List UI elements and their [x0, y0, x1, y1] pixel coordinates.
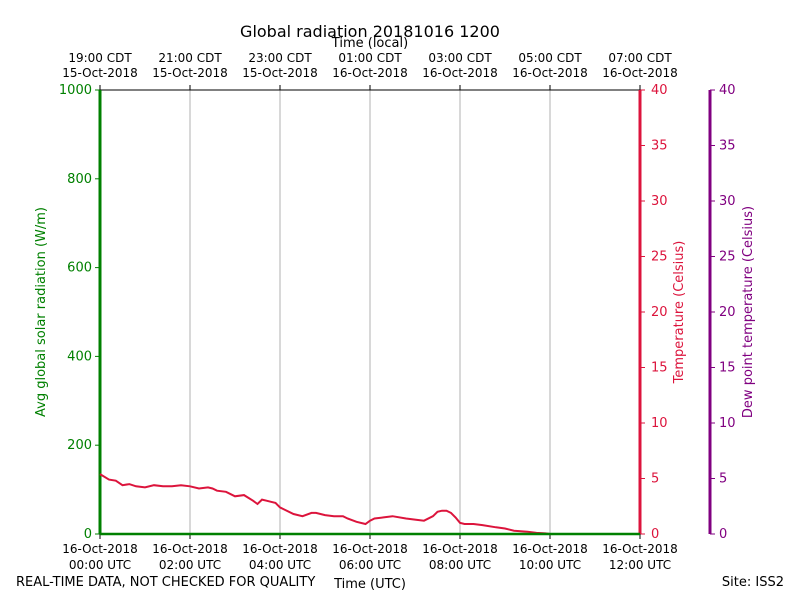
right-y-axis: 0 5 10 15 20 25 30 35 40 [638, 83, 668, 542]
far-right-tick-label: 20 [719, 305, 736, 320]
right-tick-label: 25 [651, 250, 668, 265]
far-right-tick-label: 15 [719, 361, 736, 376]
left-tick-label: 1000 [59, 83, 92, 98]
x-tick-label-date: 16-Oct-2018 [332, 542, 408, 556]
top-tick-label-date: 15-Oct-2018 [152, 66, 228, 80]
x-tick-label-time: 10:00 UTC [519, 558, 581, 572]
left-tick-label: 0 [84, 527, 92, 542]
right-tick-label: 0 [651, 527, 659, 542]
right-tick-label: 35 [651, 139, 668, 154]
top-tick-label-time: 05:00 CDT [518, 51, 582, 65]
x-tick-label-time: 02:00 UTC [159, 558, 221, 572]
top-tick-label-time: 01:00 CDT [338, 51, 402, 65]
x-tick-label-date: 16-Oct-2018 [62, 542, 138, 556]
top-tick-label-time: 19:00 CDT [68, 51, 132, 65]
x-tick-label-date: 16-Oct-2018 [422, 542, 498, 556]
site-label: Site: ISS2 [721, 575, 784, 590]
far-right-tick-label: 0 [719, 527, 727, 542]
top-tick-label-date: 16-Oct-2018 [512, 66, 588, 80]
top-tick-label-time: 07:00 CDT [608, 51, 672, 65]
right-tick-label: 15 [651, 361, 668, 376]
right-tick-label: 40 [651, 83, 668, 98]
x-tick-label-date: 16-Oct-2018 [152, 542, 228, 556]
series-layer [99, 473, 640, 536]
x-tick-label-time: 00:00 UTC [69, 558, 131, 572]
left-tick-label: 600 [67, 261, 92, 276]
top-axis-label: Time (local) [331, 36, 408, 51]
data-quality-note: REAL-TIME DATA, NOT CHECKED FOR QUALITY [16, 575, 316, 590]
right-tick-label: 5 [651, 472, 659, 487]
top-tick-label-time: 21:00 CDT [158, 51, 222, 65]
top-tick-label-date: 16-Oct-2018 [602, 66, 678, 80]
far-right-axis-label: Dew point temperature (Celsius) [741, 206, 756, 418]
far-right-tick-label: 25 [719, 250, 736, 265]
x-tick-label-time: 12:00 UTC [609, 558, 671, 572]
far-right-tick-label: 30 [719, 194, 736, 209]
x-tick-label-date: 16-Oct-2018 [512, 542, 588, 556]
far-right-tick-label: 5 [719, 472, 727, 487]
x-tick-label-date: 16-Oct-2018 [242, 542, 318, 556]
right-tick-label: 10 [651, 416, 668, 431]
right-tick-label: 30 [651, 194, 668, 209]
x-tick-label-time: 06:00 UTC [339, 558, 401, 572]
x-tick-label-time: 08:00 UTC [429, 558, 491, 572]
top-tick-label-time: 23:00 CDT [248, 51, 312, 65]
right-tick-label: 20 [651, 305, 668, 320]
far-right-y-axis: 0 5 10 15 20 25 30 35 40 [708, 83, 736, 542]
far-right-tick-label: 10 [719, 416, 736, 431]
top-tick-label-date: 15-Oct-2018 [242, 66, 318, 80]
vertical-gridlines [189, 90, 551, 534]
left-axis-label: Avg global solar radiation (W/m) [34, 207, 49, 417]
left-tick-label: 200 [67, 438, 92, 453]
top-tick-label-date: 16-Oct-2018 [332, 66, 408, 80]
far-right-tick-label: 40 [719, 83, 736, 98]
bottom-x-axis: 16-Oct-2018 00:00 UTC 16-Oct-2018 02:00 UTC… [62, 534, 678, 572]
x-axis-label: Time (UTC) [333, 577, 406, 592]
right-axis-label: Temperature (Celsius) [672, 241, 687, 385]
x-tick-label-time: 04:00 UTC [249, 558, 311, 572]
top-tick-label-date: 15-Oct-2018 [62, 66, 138, 80]
far-right-tick-label: 35 [719, 139, 736, 154]
chart-title: Global radiation 20181016 1200 [240, 22, 500, 41]
left-y-axis: 0 200 400 600 800 1000 [59, 83, 102, 542]
temperature-series-line [99, 473, 640, 535]
left-tick-label: 800 [67, 172, 92, 187]
top-tick-label-time: 03:00 CDT [428, 51, 492, 65]
left-tick-label: 400 [67, 349, 92, 364]
x-tick-label-date: 16-Oct-2018 [602, 542, 678, 556]
top-tick-label-date: 16-Oct-2018 [422, 66, 498, 80]
